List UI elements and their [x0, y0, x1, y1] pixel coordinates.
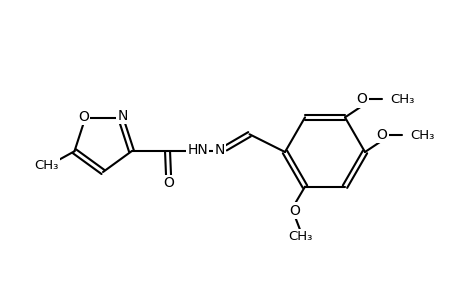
- Text: O: O: [376, 128, 386, 142]
- Text: CH₃: CH₃: [287, 230, 312, 243]
- Text: O: O: [78, 110, 89, 124]
- Text: CH₃: CH₃: [34, 159, 59, 172]
- Text: O: O: [356, 92, 367, 106]
- Text: N: N: [214, 143, 224, 157]
- Text: CH₃: CH₃: [389, 93, 414, 106]
- Text: O: O: [289, 204, 300, 218]
- Text: HN: HN: [187, 143, 207, 157]
- Text: O: O: [163, 176, 174, 190]
- Text: N: N: [117, 109, 128, 123]
- Text: CH₃: CH₃: [409, 128, 433, 142]
